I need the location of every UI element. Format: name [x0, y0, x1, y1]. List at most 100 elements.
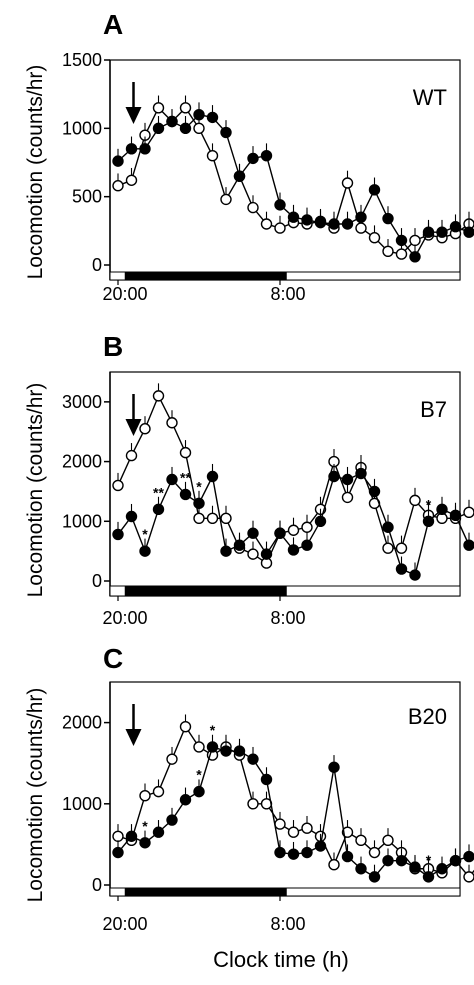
data-point: [368, 846, 381, 859]
series-filled: [112, 460, 474, 581]
x-tick-label: 20:00: [102, 284, 147, 304]
data-point: [355, 863, 367, 875]
data-point: [166, 115, 178, 128]
data-point: [193, 497, 205, 510]
data-point: [463, 226, 474, 238]
significance-mark: *: [210, 722, 216, 738]
data-point: [341, 491, 354, 504]
data-point: [179, 488, 192, 501]
arrow-head: [125, 729, 142, 746]
data-point: [152, 122, 165, 135]
data-point: [463, 871, 474, 883]
significance-mark: **: [180, 469, 191, 485]
y-axis-label-c: Locomotion (counts/hr): [24, 688, 47, 903]
x-tick-label: 8:00: [270, 608, 305, 628]
data-point: [179, 122, 192, 135]
data-point: [341, 218, 354, 230]
data-point: [341, 826, 354, 838]
data-point: [139, 143, 151, 155]
data-point: [112, 479, 124, 492]
data-point: [125, 174, 138, 186]
y-tick-label: 2000: [62, 452, 102, 472]
data-point: [166, 814, 178, 826]
data-point: [247, 798, 259, 810]
data-point: [355, 211, 367, 223]
data-point: [193, 108, 205, 121]
data-point: [206, 111, 219, 124]
data-point: [233, 539, 246, 551]
data-point: [301, 214, 313, 226]
data-point: [287, 524, 300, 536]
data-point: [193, 741, 205, 753]
data-point: [179, 446, 192, 459]
data-point: [382, 542, 394, 554]
arrow-head: [125, 419, 142, 436]
series-line: [117, 472, 474, 577]
data-point: [166, 473, 178, 486]
panel-b: B B7 ******* 0 1000 2000 3000 20:00 8:00…: [24, 331, 474, 628]
data-point: [112, 155, 124, 167]
data-point: [409, 569, 421, 581]
data-point: [382, 245, 394, 258]
y-tick-label: 1000: [62, 794, 102, 814]
y-ticks-a: 0 500 1000 1500: [62, 50, 102, 275]
data-point: [355, 222, 367, 234]
data-point: [260, 548, 273, 560]
arrow-icon: [125, 704, 142, 746]
data-point: [422, 871, 435, 883]
data-point: [260, 218, 273, 230]
y-tick-label: 1500: [62, 50, 102, 70]
data-point: [260, 149, 273, 162]
data-point: [260, 773, 273, 786]
panel-letter-b: B: [103, 331, 123, 362]
data-point: [395, 542, 408, 554]
data-point: [382, 212, 394, 225]
data-point: [463, 539, 474, 551]
x-axis-label: Clock time (h): [213, 947, 349, 972]
data-point: [152, 785, 165, 798]
strain-label-b: B7: [420, 397, 447, 422]
data-point: [449, 509, 462, 522]
data-point: [368, 485, 381, 498]
data-point: [314, 840, 327, 852]
y-tick-label: 3000: [62, 392, 102, 412]
data-point: [233, 170, 246, 182]
data-point: [368, 184, 381, 196]
data-point: [382, 854, 394, 867]
arrow-head: [125, 107, 142, 124]
y-ticks-b: 0 1000 2000 3000: [62, 392, 102, 591]
data-point: [382, 521, 394, 533]
data-point: [139, 545, 151, 557]
data-point: [220, 745, 232, 757]
x-tick-label: 8:00: [270, 284, 305, 304]
y-tick-label: 2000: [62, 713, 102, 733]
data-point: [341, 850, 354, 863]
data-point: [247, 201, 259, 214]
data-point: [220, 512, 232, 524]
data-point: [247, 548, 259, 560]
x-tick-label: 20:00: [102, 914, 147, 934]
x-tick-label: 8:00: [270, 914, 305, 934]
significance-mark: *: [142, 526, 148, 542]
y-tick-label: 1000: [62, 511, 102, 531]
significance-mark: *: [196, 767, 202, 783]
data-point: [193, 122, 205, 135]
data-point: [301, 822, 313, 834]
data-point: [274, 199, 286, 211]
data-point: [206, 512, 219, 524]
data-point: [125, 449, 138, 462]
data-point: [341, 473, 354, 486]
dark-phase-bar: [124, 888, 287, 896]
series-line: [117, 106, 474, 255]
data-point: [125, 510, 138, 523]
data-point: [382, 834, 394, 847]
data-point: [395, 248, 408, 260]
panel-a: A WT 0 500 1000 1500 20:00 8:00 Locomoti…: [24, 9, 474, 304]
data-point: [152, 503, 165, 516]
data-point: [395, 563, 408, 575]
y-axis-label-a: Locomotion (counts/hr): [24, 65, 47, 280]
data-point: [301, 521, 313, 533]
data-point: [112, 846, 124, 859]
data-point: [463, 850, 474, 863]
